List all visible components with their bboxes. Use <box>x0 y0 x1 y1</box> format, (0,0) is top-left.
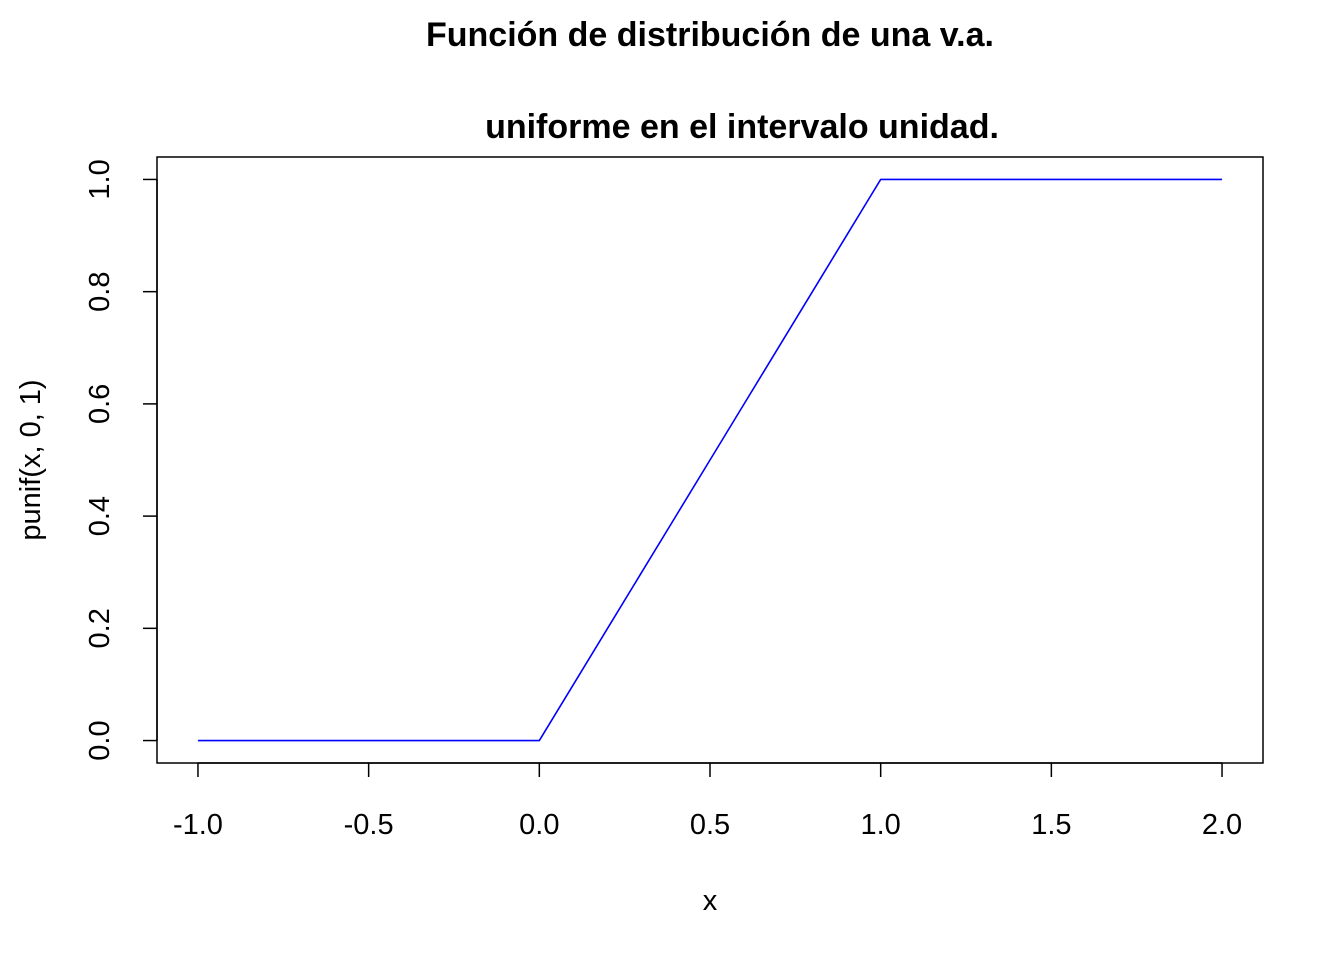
x-tick-label: 2.0 <box>1202 809 1242 841</box>
y-tick-label: 0.6 <box>84 384 116 424</box>
chart-title-line-1: Función de distribución de una v.a. <box>426 16 994 54</box>
x-axis: -1.0 -0.5 0.0 0.5 1.0 1.5 2.0 <box>173 762 1242 841</box>
x-tick-label: -1.0 <box>173 809 223 841</box>
series-line <box>197 178 1223 742</box>
x-axis-label: x <box>703 885 718 917</box>
x-tick-label: 0.5 <box>690 809 730 841</box>
y-axis: 0.0 0.2 0.4 0.6 0.8 1.0 <box>84 159 158 761</box>
series-layer <box>197 178 1223 742</box>
y-tick-label: 0.0 <box>84 720 116 760</box>
x-tick-label: -0.5 <box>344 809 394 841</box>
y-tick-label: 0.8 <box>84 272 116 312</box>
y-axis-label: punif(x, 0, 1) <box>15 379 47 540</box>
x-tick-label: 1.5 <box>1031 809 1071 841</box>
y-tick-label: 0.4 <box>84 496 116 536</box>
x-tick-label: 0.0 <box>519 809 559 841</box>
y-tick-label: 1.0 <box>84 159 116 199</box>
chart-title-line-2: uniforme en el intervalo unidad. <box>485 108 999 146</box>
x-tick-label: 1.0 <box>861 809 901 841</box>
y-tick-label: 0.2 <box>84 608 116 648</box>
